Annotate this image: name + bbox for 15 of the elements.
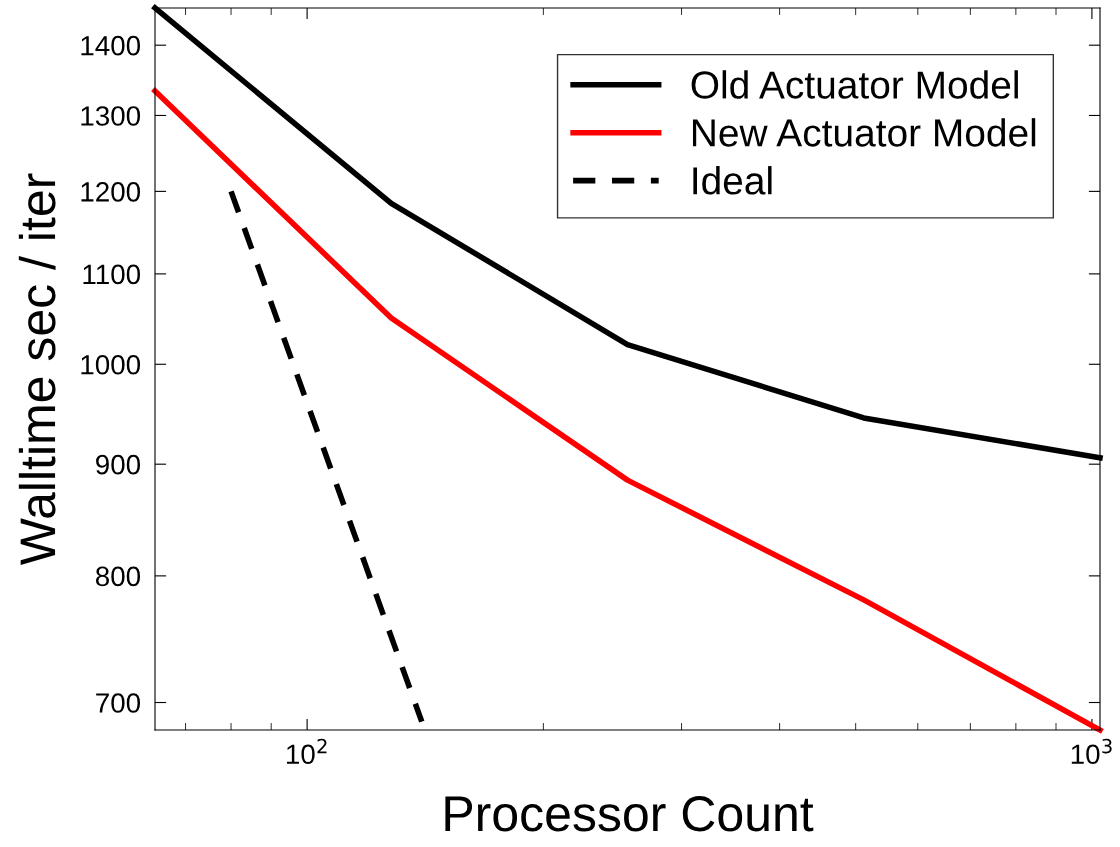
y-tick-label: 1400 — [81, 35, 141, 56]
y-axis-title: Walltime sec / iter — [18, 173, 56, 566]
y-tick-label: 1200 — [81, 182, 141, 202]
y-tick-label: 800 — [95, 566, 141, 587]
x-tick-label: 10$^{2}$ — [287, 738, 327, 765]
y-tick-label: 1300 — [81, 106, 141, 126]
x-tick-label: 10$^{3}$ — [1071, 738, 1112, 765]
legend-label: Old Actuator Model — [691, 70, 1018, 99]
legend-label: Ideal — [693, 166, 772, 195]
y-tick-label: 1100 — [83, 264, 141, 285]
legend-label: New Actuator Model — [692, 118, 1036, 147]
y-tick-label: 1000 — [81, 354, 141, 375]
y-tick-label: 900 — [96, 454, 141, 475]
y-tick-label: 700 — [96, 693, 141, 713]
x-axis-title: Processor Count — [445, 796, 814, 832]
